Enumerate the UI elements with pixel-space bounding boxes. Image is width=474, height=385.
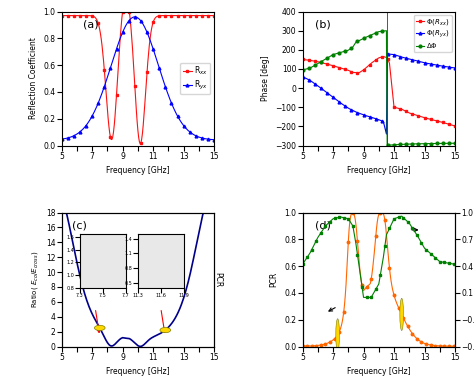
R$_{xx}$: [59, 13, 64, 18]
Text: (b): (b): [315, 20, 330, 30]
Y-axis label: Phase [deg]: Phase [deg]: [261, 56, 270, 101]
$\Delta\Phi$: [301, 67, 306, 72]
R$_{yx}$: [199, 136, 205, 140]
Line: R$_{xx}$: R$_{xx}$: [60, 10, 216, 145]
Line: $\Delta\Phi$: $\Delta\Phi$: [301, 29, 456, 147]
$\Delta\Phi$: [384, 143, 390, 148]
$\Phi(R_{yx})$: [300, 74, 305, 79]
$\Delta\Phi$: [441, 141, 447, 146]
$\Phi(R_{xx})$: [300, 57, 305, 62]
R$_{xx}$: [211, 13, 217, 18]
$\Phi(R_{xx})$: [383, 55, 389, 60]
R$_{yx}$: [73, 133, 78, 137]
Y-axis label: Reflection Coefficient: Reflection Coefficient: [29, 38, 38, 119]
R$_{yx}$: [114, 44, 120, 49]
$\Phi(R_{xx})$: [440, 120, 446, 125]
$\Phi(R_{yx})$: [313, 82, 319, 87]
X-axis label: Frequency [GHz]: Frequency [GHz]: [106, 367, 170, 376]
$\Delta\Phi$: [382, 28, 388, 33]
R$_{yx}$: [132, 15, 137, 19]
$\Delta\Phi$: [356, 39, 361, 44]
X-axis label: Frequency [GHz]: Frequency [GHz]: [347, 166, 410, 175]
$\Phi(R_{xx})$: [381, 54, 386, 59]
Circle shape: [336, 319, 339, 351]
R$_{yx}$: [123, 23, 128, 28]
R$_{xx}$: [73, 13, 78, 18]
R$_{yx}$: [211, 137, 217, 142]
Line: $\Phi(R_{yx})$: $\Phi(R_{yx})$: [301, 52, 456, 136]
$\Delta\Phi$: [313, 62, 319, 67]
$\Phi(R_{yx})$: [301, 75, 306, 79]
$\Phi(R_{yx})$: [452, 66, 458, 70]
$\Phi(R_{xx})$: [313, 59, 319, 64]
$\Phi(R_{xx})$: [356, 70, 361, 75]
$\Delta\Phi$: [364, 35, 369, 39]
R$_{yx}$: [60, 137, 65, 141]
R$_{xx}$: [120, 9, 126, 14]
$\Phi(R_{yx})$: [364, 114, 369, 118]
$\Phi(R_{yx})$: [382, 126, 388, 130]
Circle shape: [400, 298, 403, 330]
Y-axis label: PCR: PCR: [213, 272, 222, 287]
$\Delta\Phi$: [383, 28, 389, 33]
Circle shape: [160, 328, 171, 333]
Line: R$_{yx}$: R$_{yx}$: [60, 15, 216, 141]
Y-axis label: PCR: PCR: [270, 272, 279, 287]
Y-axis label: Ratio( $E_{co}$/$E_{cross}$): Ratio( $E_{co}$/$E_{cross}$): [30, 251, 40, 308]
$\Phi(R_{xx})$: [364, 65, 369, 70]
R$_{xx}$: [124, 9, 129, 14]
R$_{yx}$: [59, 137, 64, 141]
$\Phi(R_{yx})$: [383, 132, 389, 136]
Text: (a): (a): [83, 20, 99, 30]
R$_{xx}$: [114, 80, 120, 85]
$\Phi(R_{xx})$: [452, 124, 458, 128]
$\Delta\Phi$: [300, 68, 305, 72]
Text: (d): (d): [315, 221, 331, 231]
Line: $\Phi(R_{xx})$: $\Phi(R_{xx})$: [301, 55, 456, 127]
R$_{xx}$: [200, 13, 206, 18]
X-axis label: Frequency [GHz]: Frequency [GHz]: [106, 166, 170, 175]
$\Phi(R_{xx})$: [301, 57, 306, 62]
R$_{xx}$: [60, 13, 65, 18]
R$_{yx}$: [142, 25, 147, 30]
$\Delta\Phi$: [452, 141, 458, 146]
Legend: $\Phi(R_{xx})$, $\Phi(R_{yx})$, $\Delta\Phi$: $\Phi(R_{xx})$, $\Phi(R_{yx})$, $\Delta\…: [414, 15, 452, 52]
R$_{xx}$: [137, 141, 143, 146]
Legend: R$_{xx}$, R$_{yx}$: R$_{xx}$, R$_{yx}$: [181, 63, 210, 94]
$\Phi(R_{yx})$: [356, 110, 361, 115]
X-axis label: Frequency [GHz]: Frequency [GHz]: [347, 367, 410, 376]
R$_{xx}$: [143, 92, 148, 97]
$\Phi(R_{yx})$: [441, 64, 447, 69]
Circle shape: [94, 325, 105, 330]
Text: (c): (c): [73, 221, 87, 231]
$\Phi(R_{yx})$: [384, 51, 390, 56]
